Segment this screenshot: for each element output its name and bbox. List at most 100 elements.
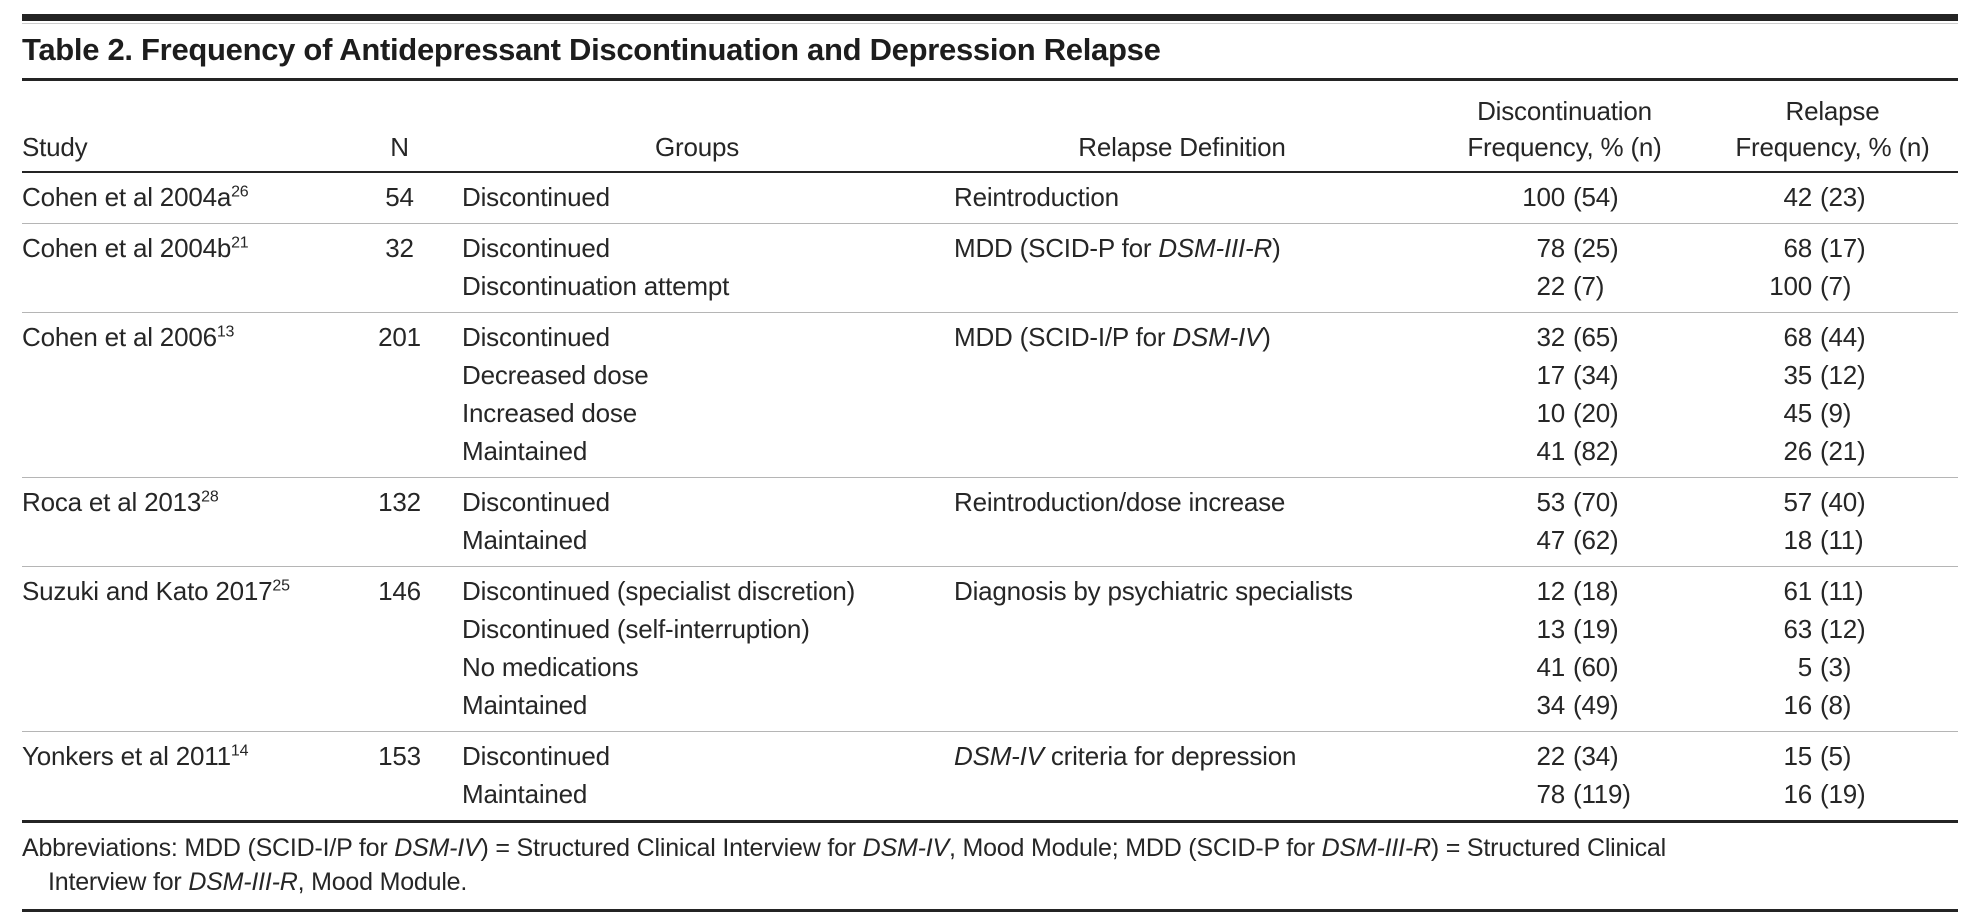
relapse-definition-cell: MDD (SCID-I/P for DSM-IV): [942, 318, 1422, 470]
study-cell: Cohen et al 200613: [22, 318, 347, 470]
frequency-percent: 41: [1536, 436, 1565, 466]
study-cell: Cohen et al 2004b21: [22, 229, 347, 305]
frequency-count: (19): [1820, 779, 1866, 809]
table-figure: Table 2. Frequency of Antidepressant Dis…: [22, 14, 1958, 912]
plain-text: ) = Structured Clinical: [1430, 834, 1666, 862]
table-top-rule: [22, 14, 1958, 24]
frequency-value: 45 (9): [1707, 394, 1958, 432]
frequency-value: 100 (7): [1707, 267, 1958, 305]
frequency-percent: 61: [1783, 576, 1812, 606]
frequency-value: 57 (40): [1707, 483, 1958, 521]
study-reference-number: 25: [272, 577, 290, 595]
frequency-count: (20): [1573, 398, 1619, 428]
frequency-value: 13 (19): [1422, 610, 1707, 648]
relapse-definition-text: DSM-IV criteria for depression: [954, 737, 1422, 775]
study-name: Yonkers et al 2011: [22, 741, 231, 771]
frequency-percent: 32: [1536, 322, 1565, 352]
relapse-definition-cell: Reintroduction/dose increase: [942, 483, 1422, 559]
frequency-count: (11): [1820, 525, 1864, 555]
frequency-percent: 16: [1783, 779, 1812, 809]
frequency-value: 12 (18): [1422, 572, 1707, 610]
frequency-value: 22 (7): [1422, 267, 1707, 305]
frequency-value: 53 (70): [1422, 483, 1707, 521]
frequency-count: (11): [1820, 576, 1864, 606]
groups-cell: Discontinued Discontinuation attempt: [452, 229, 942, 305]
frequency-value: 78 (119): [1422, 775, 1707, 813]
italic-text: DSM-III-R: [188, 868, 298, 896]
table-row: Yonkers et al 201114 153 Discontinued Maint…: [22, 732, 1958, 820]
discontinuation-frequency-cell: 53 (70) 47 (62): [1422, 483, 1707, 559]
frequency-count: (5): [1820, 741, 1852, 771]
group-line: Maintained: [462, 436, 588, 466]
n-value: 132: [378, 487, 421, 517]
group-line: Maintained: [462, 690, 588, 720]
frequency-percent: 100: [1769, 271, 1812, 301]
frequency-count: (23): [1820, 182, 1866, 212]
groups-cell: Discontinued Decreased dose Increased dose…: [452, 318, 942, 470]
frequency-value: 63 (12): [1707, 610, 1958, 648]
table-footnote: Abbreviations: MDD (SCID-I/P for DSM-IV)…: [22, 823, 1958, 912]
frequency-percent: 16: [1783, 690, 1812, 720]
discontinuation-frequency-cell: 32 (65) 17 (34) 10 (20) 41 (82): [1422, 318, 1707, 470]
group-line: Discontinued: [462, 233, 610, 263]
relapse-definition-text: MDD (SCID-P for DSM-III-R): [954, 229, 1422, 267]
relapse-definition-text: Reintroduction/dose increase: [954, 483, 1422, 521]
discontinuation-frequency-cell: 12 (18) 13 (19) 41 (60) 34 (49): [1422, 572, 1707, 724]
italic-text: DSM-IV: [1172, 322, 1263, 352]
frequency-percent: 18: [1783, 525, 1812, 555]
frequency-value: 41 (82): [1422, 432, 1707, 470]
n-value: 201: [378, 322, 421, 352]
frequency-count: (18): [1573, 576, 1619, 606]
frequency-count: (7): [1820, 271, 1852, 301]
n-cell: 54: [347, 178, 452, 216]
study-name: Cohen et al 2006: [22, 322, 217, 352]
frequency-percent: 42: [1783, 182, 1812, 212]
table-row: Cohen et al 2004a26 54 Discontinued Reintro…: [22, 173, 1958, 224]
frequency-value: 41 (60): [1422, 648, 1707, 686]
column-header-relapse-frequency-line1: Relapse: [1785, 96, 1880, 126]
relapse-definition-text: MDD (SCID-I/P for DSM-IV): [954, 318, 1422, 356]
frequency-count: (62): [1573, 525, 1619, 555]
frequency-count: (7): [1573, 271, 1605, 301]
italic-text: DSM-IV: [862, 834, 950, 862]
group-line: Discontinued: [462, 741, 610, 771]
italic-text: DSM-IV: [954, 741, 1044, 771]
table-title: Table 2. Frequency of Antidepressant Dis…: [22, 32, 1161, 67]
frequency-value: 26 (21): [1707, 432, 1958, 470]
n-cell: 201: [347, 318, 452, 470]
italic-text: DSM-III-R: [1321, 834, 1431, 862]
relapse-definition-text: Diagnosis by psychiatric specialists: [954, 572, 1422, 610]
group-line: Discontinued: [462, 322, 610, 352]
frequency-percent: 22: [1536, 741, 1565, 771]
table-row: Roca et al 201328 132 Discontinued Maintain…: [22, 478, 1958, 567]
frequency-percent: 47: [1536, 525, 1565, 555]
table-body: Cohen et al 2004a26 54 Discontinued Reintro…: [22, 173, 1958, 823]
frequency-percent: 17: [1536, 360, 1565, 390]
column-header-relapse-definition: Relapse Definition: [1078, 132, 1286, 162]
relapse-definition-cell: Reintroduction: [942, 178, 1422, 216]
discontinuation-frequency-cell: 78 (25) 22 (7): [1422, 229, 1707, 305]
frequency-percent: 5: [1797, 652, 1812, 682]
plain-text: MDD (SCID-I/P for: [954, 322, 1173, 352]
footnote-line-2: Interview for DSM-III-R, Mood Module.: [22, 865, 1958, 899]
study-cell: Suzuki and Kato 201725: [22, 572, 347, 724]
relapse-frequency-cell: 68 (44) 35 (12) 45 (9) 26 (21): [1707, 318, 1958, 470]
frequency-value: 15 (5): [1707, 737, 1958, 775]
study-name: Suzuki and Kato 2017: [22, 576, 273, 606]
frequency-count: (65): [1573, 322, 1619, 352]
table-row: Suzuki and Kato 201725 146 Discontinued (s…: [22, 567, 1958, 732]
frequency-value: 18 (11): [1707, 521, 1958, 559]
table-header-row: Study N Groups Relapse Definition Discon…: [22, 81, 1958, 173]
frequency-count: (44): [1820, 322, 1866, 352]
study-reference-number: 13: [216, 323, 235, 341]
frequency-percent: 68: [1783, 233, 1812, 263]
plain-text: , Mood Module.: [297, 868, 468, 896]
group-line: Discontinued (self-interruption): [462, 614, 810, 644]
frequency-count: (119): [1573, 779, 1631, 809]
plain-text: , Mood Module; MDD (SCID-P for: [948, 834, 1322, 862]
plain-text: ) = Structured Clinical Interview for: [480, 834, 863, 862]
frequency-count: (8): [1820, 690, 1852, 720]
group-line: Discontinuation attempt: [462, 271, 730, 301]
column-header-discontinuation-frequency: Discontinuation Frequency, % (n): [1422, 93, 1707, 165]
plain-text: Interview for: [48, 868, 189, 896]
